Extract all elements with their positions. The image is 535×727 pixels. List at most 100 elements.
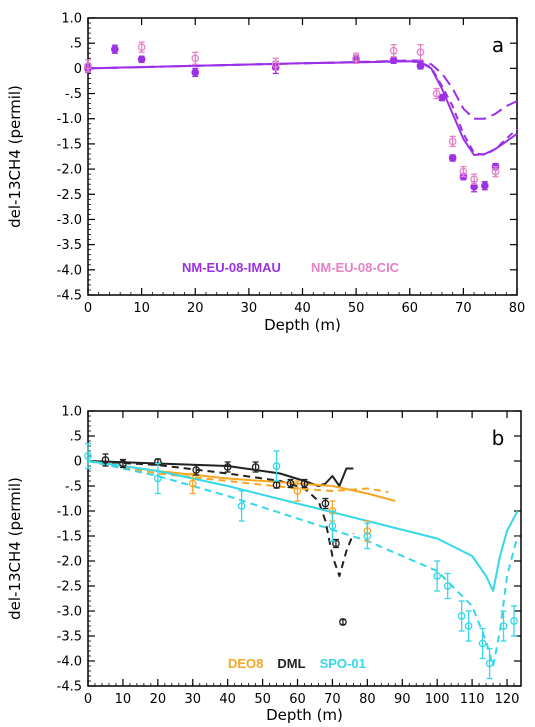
data-point: [470, 175, 478, 184]
y-axis-title: del-13CH4 (permil): [6, 477, 24, 620]
data-point: [237, 502, 246, 510]
data-point: [499, 622, 508, 630]
panel-letter: a: [492, 33, 504, 57]
x-tick-label: 50: [348, 301, 365, 316]
data-point: [510, 617, 518, 625]
legend-entry: NM-EU-08-CIC: [311, 260, 400, 275]
y-tick-label: 0: [74, 455, 82, 470]
x-tick-label: 10: [133, 301, 150, 316]
series-line-imau-long-dash: [87, 59, 518, 120]
y-tick-label: -.5: [65, 87, 82, 102]
data-point: [271, 60, 280, 69]
series-line-spo-solid: [87, 460, 519, 592]
legend-entry: DEO8: [228, 656, 263, 671]
data-point: [119, 459, 127, 468]
data-point: [389, 46, 398, 55]
data-point: [272, 462, 281, 470]
y-tick-label: -2.0: [57, 555, 82, 570]
x-tick-label: 80: [509, 301, 526, 316]
y-tick-label: -2.0: [57, 163, 82, 178]
data-point: [321, 499, 330, 508]
data-point: [480, 181, 489, 190]
x-tick-label: 110: [460, 692, 485, 707]
x-tick-label: 70: [455, 301, 472, 316]
data-point: [137, 43, 146, 52]
y-tick-label: -1.5: [57, 530, 82, 545]
series-line-deo8-dashed: [87, 460, 389, 493]
legend-entry: NM-EU-08-IMAU: [182, 260, 281, 275]
y-tick-label: 1.0: [61, 405, 82, 420]
panel-a-chart: 0 10 20 30 40 50 60 70 80 1.0 .5 0 -.5 -1.0 -1.5 -2.0 -2…: [6, 12, 525, 335]
x-tick-label: 20: [150, 692, 167, 707]
x-tick-label: 30: [184, 692, 201, 707]
y-tick-label: -1.5: [57, 137, 82, 152]
x-axis-title: Depth (m): [264, 316, 341, 334]
data-point: [84, 452, 92, 460]
data-point: [363, 532, 372, 540]
data-point: [293, 487, 302, 495]
y-tick-label: -.5: [65, 480, 82, 495]
data-point: [432, 89, 441, 98]
data-point: [438, 93, 446, 102]
x-tick-label: 30: [241, 301, 258, 316]
series-line-spo-dashed: [87, 460, 519, 667]
data-point: [84, 61, 92, 70]
y-tick-label: -3.0: [57, 213, 82, 228]
data-point: [191, 54, 200, 63]
data-point: [352, 54, 360, 63]
x-tick-label: 120: [495, 692, 520, 707]
data-point: [389, 56, 398, 65]
y-tick-label: 0: [74, 62, 82, 77]
x-tick-label: 60: [289, 692, 306, 707]
x-tick-label: 70: [324, 692, 341, 707]
y-tick-label: -4.5: [57, 289, 82, 304]
data-point: [448, 137, 457, 146]
y-tick-label: .5: [70, 37, 82, 52]
data-point: [272, 481, 281, 489]
legend-entry: SPO-01: [320, 656, 366, 671]
y-tick-label: -4.0: [57, 263, 82, 278]
y-tick-label: -4.0: [57, 655, 82, 670]
data-point: [192, 466, 201, 474]
panel-b-chart: 0 10 20 30 40 50 60 70 80 90 100 110 120 1.0 .5 0 -.5 -1.…: [6, 405, 522, 724]
series-line-dml-dashed: [87, 460, 355, 577]
data-point: [328, 522, 337, 530]
y-tick-label: -2.5: [57, 580, 82, 595]
data-point: [188, 479, 197, 488]
data-point: [448, 154, 457, 162]
data-point: [339, 618, 347, 626]
x-tick-label: 60: [401, 301, 418, 316]
data-point: [459, 167, 468, 176]
data-point: [101, 456, 110, 464]
data-point: [416, 48, 425, 57]
x-tick-label: 0: [84, 692, 92, 707]
y-tick-label: .5: [70, 430, 82, 445]
x-tick-label: 20: [187, 301, 204, 316]
y-tick-label: -2.5: [57, 188, 82, 203]
data-point: [191, 68, 200, 77]
data-point: [300, 479, 309, 488]
y-tick-label: -1.0: [57, 112, 82, 127]
x-tick-label: 0: [84, 301, 92, 316]
x-tick-label: 100: [425, 692, 450, 707]
y-tick-label: -3.5: [57, 238, 82, 253]
data-point: [457, 612, 466, 620]
data-point: [223, 463, 232, 471]
x-tick-label: 40: [294, 301, 311, 316]
data-point: [464, 622, 473, 630]
x-tick-label: 50: [254, 692, 271, 707]
x-axis-title: Depth (m): [266, 706, 343, 724]
data-point: [332, 539, 340, 548]
panel-letter: b: [492, 426, 505, 450]
x-tick-label: 90: [394, 692, 411, 707]
data-point: [153, 474, 162, 483]
data-point: [491, 167, 500, 176]
y-tick-label: -4.5: [57, 680, 82, 695]
y-tick-label: -3.5: [57, 630, 82, 645]
data-point: [251, 463, 260, 471]
x-tick-label: 10: [115, 692, 132, 707]
x-tick-label: 80: [359, 692, 376, 707]
y-tick-label: -1.0: [57, 505, 82, 520]
data-point: [443, 582, 452, 590]
